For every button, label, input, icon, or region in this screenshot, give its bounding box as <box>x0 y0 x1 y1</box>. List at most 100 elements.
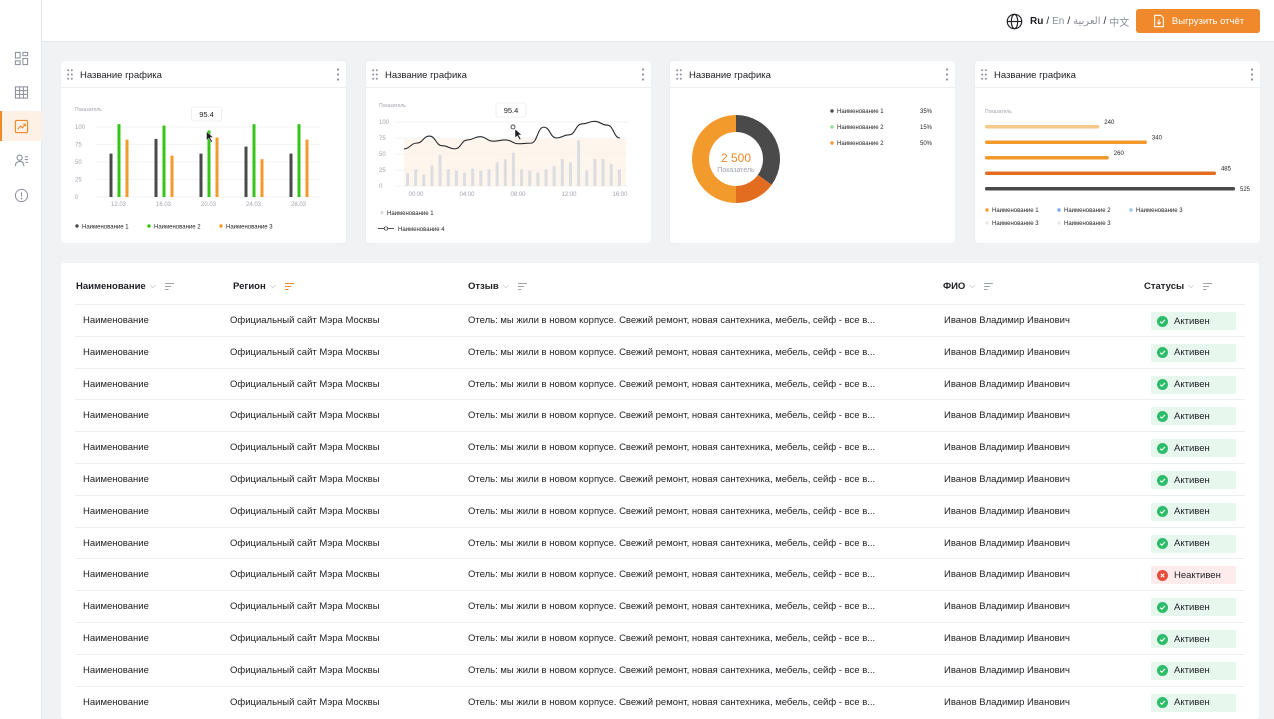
bar <box>585 170 589 186</box>
lang-separator: / <box>1067 16 1071 27</box>
export-report-button[interactable]: Выгрузить отчёт <box>1136 9 1260 33</box>
legend-marker <box>830 141 834 145</box>
table-icon <box>14 85 28 99</box>
more-options-icon[interactable] <box>336 68 340 81</box>
legend-label: Наименование 3 <box>1064 221 1111 227</box>
column-header[interactable]: Наименование ⌵ <box>76 279 174 293</box>
table-cell: Наименование <box>83 696 149 708</box>
table-cell: Отель: мы жили в новом корпусе. Свежий р… <box>468 346 876 358</box>
legend-label: Наименование 1 <box>387 211 434 217</box>
drag-handle-icon[interactable] <box>372 69 378 80</box>
column-header[interactable]: Регион ⌵ <box>233 279 294 293</box>
y-tick-label: 50 <box>75 160 82 166</box>
check-circle-icon <box>1157 538 1168 550</box>
table-row[interactable]: Наименование Официальный сайт Мэра Москвы… <box>75 304 1245 336</box>
line-bar-chart: Показатель 100 75 50 25 0 00:00 04:00 08:00 12:00… <box>378 102 628 233</box>
chevron-down-icon[interactable]: ⌵ <box>269 281 276 290</box>
legend-label: Наименование 1 <box>837 109 884 115</box>
check-circle-icon <box>1157 697 1168 709</box>
table-row[interactable]: Наименование Официальный сайт Мэра Москвы… <box>75 335 1245 368</box>
more-options-icon[interactable] <box>945 68 949 81</box>
lang-option-en[interactable]: En <box>1052 16 1065 27</box>
table-row[interactable]: Наименование Официальный сайт Мэра Москвы… <box>75 494 1245 527</box>
table-row[interactable]: Наименование Официальный сайт Мэра Москвы… <box>75 367 1245 400</box>
card-header: Название графика <box>366 61 651 88</box>
table-row[interactable]: Наименование Официальный сайт Мэра Москвы… <box>75 622 1245 654</box>
table-cell: Отель: мы жили в новом корпусе. Свежий р… <box>468 664 876 676</box>
status-label: Активен <box>1174 442 1210 454</box>
data-label: 260 <box>1114 151 1125 157</box>
bar <box>601 159 605 186</box>
chevron-down-icon[interactable]: ⌵ <box>149 281 156 290</box>
y-axis-label: Показатель <box>379 103 406 109</box>
bar <box>430 165 434 186</box>
table-row[interactable]: Наименование Официальный сайт Мэра Москвы… <box>75 463 1245 495</box>
cross-circle-icon <box>1157 569 1168 581</box>
bar <box>536 172 540 186</box>
chevron-down-icon[interactable]: ⌵ <box>502 281 509 290</box>
sort-icon[interactable] <box>1203 282 1213 290</box>
table-row[interactable]: Наименование Официальный сайт Мэра Москвы… <box>75 653 1245 686</box>
bar <box>985 187 1235 191</box>
table-row[interactable]: Наименование Официальный сайт Мэра Москвы… <box>75 558 1245 590</box>
table-cell: Официальный сайт Мэра Москвы <box>230 664 380 676</box>
chart-title: Название графика <box>385 70 467 81</box>
bar <box>552 166 556 186</box>
table-cell: Наименование <box>83 346 149 358</box>
bar <box>985 125 1100 129</box>
more-options-icon[interactable] <box>1250 68 1254 81</box>
table-cell: Наименование <box>83 410 149 422</box>
x-tick-label: 12.03 <box>111 202 127 208</box>
legend-label: Наименование 4 <box>398 227 445 233</box>
bar <box>528 170 532 186</box>
column-header[interactable]: Статусы ⌵ <box>1144 279 1213 293</box>
table-cell: Отель: мы жили в новом корпусе. Свежий р… <box>468 601 876 613</box>
table-cell: Наименование <box>83 315 149 326</box>
table-row[interactable]: Наименование Официальный сайт Мэра Москвы… <box>75 590 1245 622</box>
table-cell: Иванов Владимир Иванович <box>944 410 1070 422</box>
sort-icon[interactable] <box>517 282 527 290</box>
table-cell: Иванов Владимир Иванович <box>944 442 1070 454</box>
donut-chart: 2 500 Показатель Наименование 1 35% Наименов… <box>692 109 933 203</box>
table-row[interactable]: Наименование Официальный сайт Мэра Москвы… <box>75 431 1245 463</box>
sidebar-item-dashboard[interactable] <box>0 43 42 73</box>
column-header[interactable]: Отзыв ⌵ <box>468 279 527 293</box>
globe-icon <box>1006 13 1023 30</box>
lang-option-ar[interactable]: العربية <box>1073 16 1101 27</box>
sidebar-item-info[interactable] <box>0 180 42 210</box>
lang-option-ru[interactable]: Ru <box>1030 16 1044 27</box>
table-cell: Иванов Владимир Иванович <box>944 569 1070 581</box>
chevron-down-icon[interactable]: ⌵ <box>1188 281 1195 290</box>
drag-handle-icon[interactable] <box>67 69 73 80</box>
sort-icon[interactable] <box>164 282 174 290</box>
sort-icon[interactable] <box>284 282 294 290</box>
sort-icon[interactable] <box>984 282 994 290</box>
legend-value: 15% <box>920 125 933 131</box>
bar <box>985 140 1147 144</box>
drag-handle-icon[interactable] <box>676 69 682 80</box>
more-options-icon[interactable] <box>641 68 645 81</box>
table-cell: Наименование <box>83 442 149 454</box>
bar <box>438 155 442 186</box>
chevron-down-icon[interactable]: ⌵ <box>969 281 976 290</box>
sidebar-item-analytics[interactable] <box>0 111 42 141</box>
table-row[interactable]: Наименование Официальный сайт Мэра Москвы… <box>75 399 1245 431</box>
x-tick-label: 12:00 <box>561 192 577 198</box>
y-tick-label: 100 <box>75 125 86 131</box>
drag-handle-icon[interactable] <box>981 69 987 80</box>
x-tick-label: 00:00 <box>408 192 424 198</box>
table-row[interactable]: Наименование Официальный сайт Мэра Москвы… <box>75 685 1245 718</box>
bar <box>454 170 458 186</box>
x-tick-label: 16:00 <box>612 192 628 198</box>
status-badge: Активен <box>1151 471 1236 489</box>
sidebar-item-users[interactable] <box>0 145 42 175</box>
table-cell: Наименование <box>83 633 149 644</box>
bar <box>215 137 219 197</box>
table-cell: Официальный сайт Мэра Москвы <box>230 601 380 613</box>
table-row[interactable]: Наименование Официальный сайт Мэра Москвы… <box>75 526 1245 559</box>
column-header[interactable]: ФИО ⌵ <box>943 279 994 293</box>
lang-option-zh[interactable]: 中文 <box>1109 18 1130 29</box>
tooltip-value: 95.4 <box>504 106 519 115</box>
bar <box>199 153 203 197</box>
sidebar-item-table[interactable] <box>0 77 42 107</box>
